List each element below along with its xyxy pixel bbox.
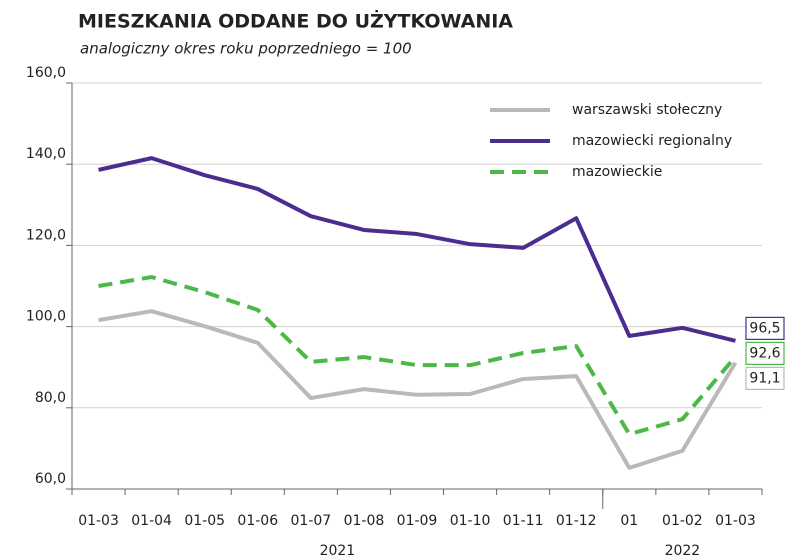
value-label-box <box>745 316 785 340</box>
line-series <box>98 275 737 437</box>
x-tick-label: 01-10 <box>450 513 491 529</box>
value-label: 92,6 <box>749 345 780 361</box>
legend-label: mazowiecki regionalny <box>572 133 732 149</box>
x-tick-label: 01-09 <box>397 513 438 529</box>
x-tick-label: 01-03 <box>78 513 119 529</box>
line-series <box>98 156 736 343</box>
y-tick-label: 160,0 <box>26 65 66 81</box>
group-label: 2021 <box>320 543 356 557</box>
group-label: 2022 <box>665 543 701 557</box>
value-label-box <box>745 341 785 365</box>
value-label: 96,5 <box>749 320 780 336</box>
legend-label: mazowieckie <box>572 164 662 180</box>
x-tick-label: 01-04 <box>131 513 172 529</box>
x-tick-label: 01 <box>620 513 638 529</box>
x-tick-label: 01-03 <box>715 513 756 529</box>
y-tick-label: 100,0 <box>26 309 66 325</box>
y-tick-label: 60,0 <box>35 471 66 487</box>
x-tick-label: 01-08 <box>344 513 385 529</box>
x-tick-label: 01-12 <box>556 513 597 529</box>
line-series <box>98 309 738 470</box>
y-tick-label: 120,0 <box>26 227 66 243</box>
legend-label: warszawski stołeczny <box>572 102 722 118</box>
x-tick-label: 01-05 <box>184 513 225 529</box>
x-tick-label: 01-11 <box>503 513 544 529</box>
chart-title: MIESZKANIA ODDANE DO UŻYTKOWANIA <box>78 9 513 33</box>
x-tick-label: 01-02 <box>662 513 703 529</box>
y-tick-label: 140,0 <box>26 146 66 162</box>
value-label: 91,1 <box>749 370 780 386</box>
chart-subtitle: analogiczny okres roku poprzedniego = 10… <box>80 40 412 58</box>
x-tick-label: 01-07 <box>291 513 332 529</box>
x-tick-label: 01-06 <box>237 513 278 529</box>
value-label-box <box>745 366 785 390</box>
y-tick-label: 80,0 <box>35 390 66 406</box>
